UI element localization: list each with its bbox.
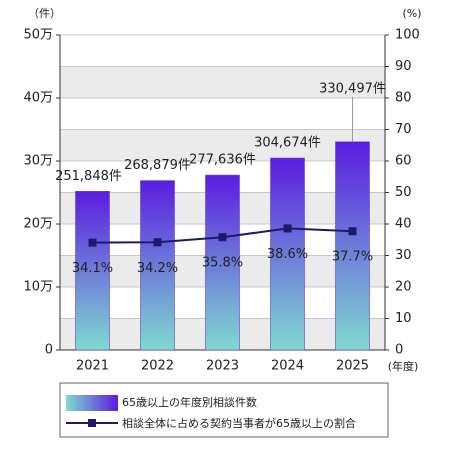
bar — [335, 141, 370, 351]
grid-band — [60, 129, 385, 161]
y-tick-label: 10万 — [23, 280, 53, 295]
line-marker — [283, 224, 292, 233]
bar-value-label: 251,848件 — [55, 169, 122, 184]
line-marker — [348, 227, 357, 236]
x-tick-label: 2025 — [336, 359, 369, 374]
bar — [270, 157, 305, 351]
legend-label: 65歳以上の年度別相談件数 — [122, 395, 257, 409]
bar-value-label: 268,879件 — [124, 158, 191, 173]
line-marker — [218, 233, 227, 242]
line-value-label: 35.8% — [202, 256, 243, 271]
legend-label: 相談全体に占める契約当事者が65歳以上の割合 — [122, 416, 356, 430]
y2-tick-label: 20 — [395, 280, 412, 295]
y-tick-label: 40万 — [23, 91, 53, 106]
bar-value-label: 330,497件 — [319, 81, 386, 96]
y-tick-label: 50万 — [23, 28, 53, 43]
y2-tick-label: 0 — [395, 343, 403, 358]
y2-tick-label: 70 — [395, 122, 412, 137]
line-marker — [88, 238, 97, 247]
line-marker — [153, 238, 162, 247]
x-tick-label: 2023 — [206, 359, 239, 374]
y2-tick-label: 30 — [395, 248, 412, 263]
line-value-label: 34.1% — [72, 261, 113, 276]
y-tick-label: 30万 — [23, 154, 53, 169]
x-tick-label: 2021 — [76, 359, 109, 374]
grid-band — [60, 66, 385, 98]
x-axis-unit: (年度) — [388, 359, 419, 373]
y2-tick-label: 50 — [395, 185, 412, 200]
y2-tick-label: 10 — [395, 311, 412, 326]
y2-tick-label: 40 — [395, 217, 412, 232]
x-tick-label: 2022 — [141, 359, 174, 374]
bar-value-label: 304,674件 — [254, 136, 321, 151]
y2-tick-label: 90 — [395, 59, 412, 74]
legend-swatch — [66, 395, 118, 411]
legend-swatch — [88, 419, 96, 427]
bar — [205, 174, 240, 351]
y2-tick-label: 60 — [395, 154, 412, 169]
line-value-label: 34.2% — [137, 261, 178, 276]
bar-value-label: 277,636件 — [189, 153, 256, 168]
y-tick-label: 20万 — [23, 217, 53, 232]
y2-tick-label: 80 — [395, 91, 412, 106]
y2-axis-unit: (%) — [402, 7, 421, 20]
bar — [140, 180, 175, 351]
line-value-label: 38.6% — [267, 247, 308, 262]
x-tick-label: 2024 — [271, 359, 304, 374]
line-value-label: 37.7% — [332, 250, 373, 265]
y2-tick-label: 100 — [395, 28, 420, 43]
y-tick-label: 0 — [45, 343, 53, 358]
bar — [75, 191, 110, 351]
y-axis-unit: （件） — [28, 7, 61, 20]
